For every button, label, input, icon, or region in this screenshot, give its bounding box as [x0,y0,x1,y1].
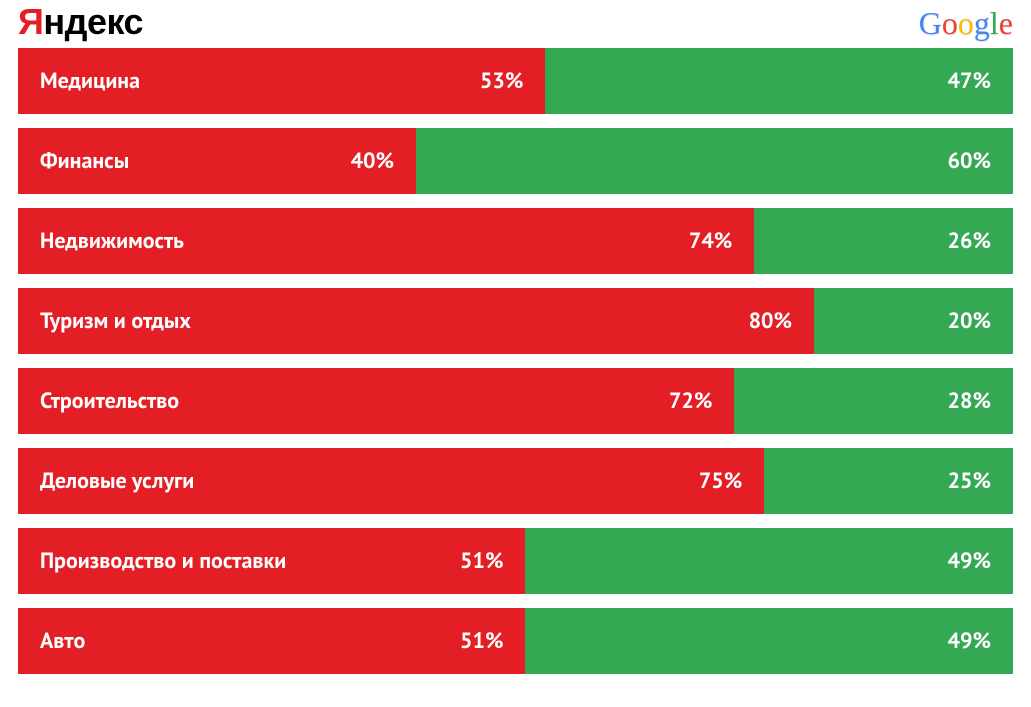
yandex-percent-label: 53% [480,67,523,95]
yandex-logo-accent-letter: Я [18,1,43,42]
bar-row: Финансы 40% 60% [18,128,1013,194]
bar-segment-yandex: Недвижимость 74% [18,208,754,274]
yandex-percent-label: 40% [351,147,394,175]
yandex-percent-label: 51% [460,627,503,655]
bar-row: Авто 51% 49% [18,608,1013,674]
bar-segment-google: 49% [525,528,1013,594]
bar-segment-google: 47% [545,48,1013,114]
category-label: Недвижимость [40,227,194,255]
google-percent-label: 26% [948,227,991,255]
bar-row: Туризм и отдых 80% 20% [18,288,1013,354]
bar-segment-google: 60% [416,128,1013,194]
category-label: Авто [40,627,95,655]
yandex-logo: Яндекс [18,4,143,40]
bar-segment-google: 49% [525,608,1013,674]
category-label: Финансы [40,147,139,175]
google-logo: Google [919,7,1013,39]
rows: Медицина 53% 47% Финансы 40% 60% Недвижимость 7… [18,48,1013,674]
yandex-percent-label: 51% [460,547,503,575]
bar-segment-yandex: Строительство 72% [18,368,734,434]
google-percent-label: 20% [948,307,991,335]
google-percent-label: 60% [948,147,991,175]
bar-row: Производство и поставки 51% 49% [18,528,1013,594]
bar-segment-google: 20% [814,288,1013,354]
bar-segment-yandex: Производство и поставки 51% [18,528,525,594]
bar-row: Медицина 53% 47% [18,48,1013,114]
bar-segment-google: 25% [764,448,1013,514]
yandex-percent-label: 74% [689,227,732,255]
chart-container: Яндекс Google Медицина 53% 47% Финансы 40% 60… [0,0,1031,707]
bar-segment-yandex: Авто 51% [18,608,525,674]
yandex-percent-label: 72% [669,387,712,415]
yandex-percent-label: 80% [749,307,792,335]
google-percent-label: 49% [948,547,991,575]
bar-segment-google: 28% [734,368,1013,434]
category-label: Туризм и отдых [40,307,201,335]
google-percent-label: 28% [948,387,991,415]
bar-segment-yandex: Финансы 40% [18,128,416,194]
bar-segment-yandex: Медицина 53% [18,48,545,114]
yandex-percent-label: 75% [699,467,742,495]
category-label: Деловые услуги [40,467,204,495]
google-percent-label: 49% [948,627,991,655]
bar-row: Деловые услуги 75% 25% [18,448,1013,514]
google-percent-label: 25% [948,467,991,495]
category-label: Производство и поставки [40,547,296,575]
bar-row: Недвижимость 74% 26% [18,208,1013,274]
bar-row: Строительство 72% 28% [18,368,1013,434]
category-label: Строительство [40,387,189,415]
category-label: Медицина [40,67,150,95]
yandex-logo-rest: ндекс [43,1,143,42]
bar-segment-yandex: Туризм и отдых 80% [18,288,814,354]
bar-segment-yandex: Деловые услуги 75% [18,448,764,514]
header: Яндекс Google [18,0,1013,46]
bar-segment-google: 26% [754,208,1013,274]
google-percent-label: 47% [948,67,991,95]
